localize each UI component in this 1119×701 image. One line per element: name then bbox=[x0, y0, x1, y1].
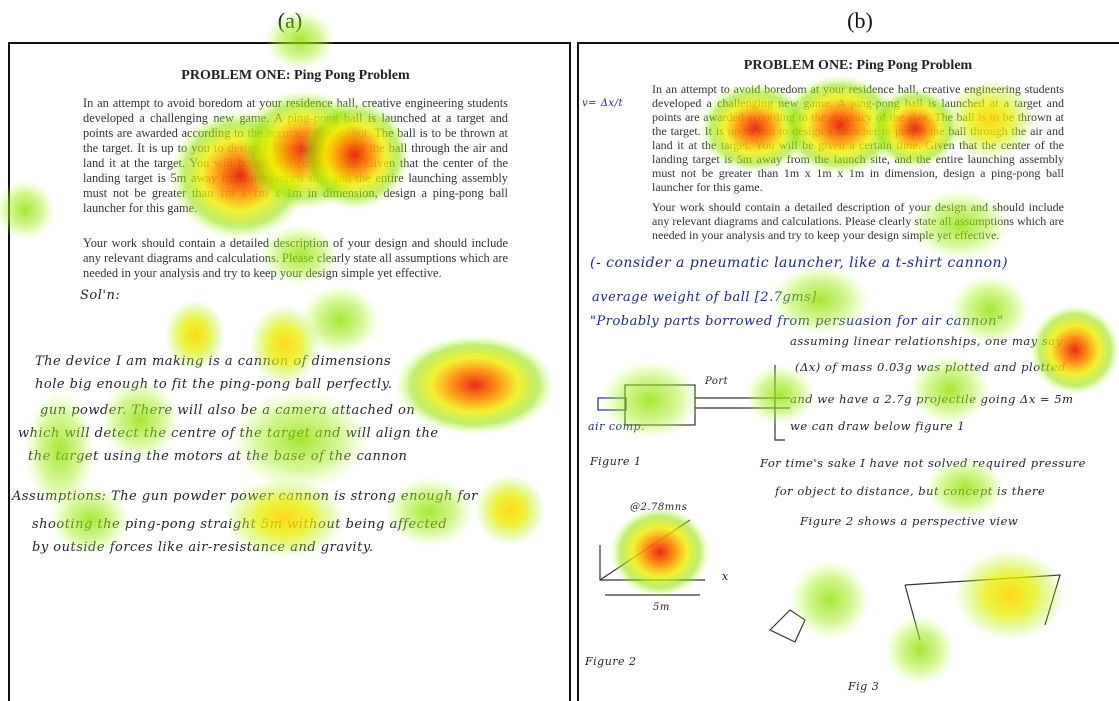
paragraph: Your work should contain a detailed desc… bbox=[83, 236, 508, 281]
handwriting: v= Δx/t bbox=[582, 98, 623, 109]
handwriting: Fig 3 bbox=[848, 680, 879, 693]
handwriting: Figure 1 bbox=[590, 455, 642, 468]
paragraph: In an attempt to avoid boredom at your r… bbox=[652, 82, 1064, 194]
handwriting: we can draw below figure 1 bbox=[790, 419, 965, 433]
handwriting: Figure 2 bbox=[585, 655, 637, 668]
handwriting: hole big enough to fit the ping-pong bal… bbox=[35, 377, 392, 392]
figure: (a) (b) PROBLEM ONE: Ping Pong Problem I… bbox=[0, 0, 1119, 701]
handwriting: The device I am making is a cannon of di… bbox=[35, 354, 391, 369]
handwriting: by outside forces like air-resistance an… bbox=[32, 540, 374, 555]
document-title: PROBLEM ONE: Ping Pong Problem bbox=[83, 68, 508, 84]
document-title: PROBLEM ONE: Ping Pong Problem bbox=[652, 58, 1064, 74]
handwriting: assuming linear relationships, one may s… bbox=[790, 334, 1063, 348]
handwriting: "Probably parts borrowed from persuasion… bbox=[590, 314, 1003, 329]
handwriting: which will detect the centre of the targ… bbox=[18, 426, 439, 441]
handwriting: air comp. bbox=[588, 420, 645, 433]
handwriting: @2.78mns bbox=[630, 502, 687, 513]
handwriting: x bbox=[722, 570, 729, 583]
handwriting: and we have a 2.7g projectile going Δx =… bbox=[790, 392, 1074, 406]
handwriting: gun powder. There will also be a camera … bbox=[40, 403, 415, 418]
handwriting: 5m bbox=[653, 602, 670, 613]
handwriting: the target using the motors at the base … bbox=[28, 449, 407, 464]
panel-label: (b) bbox=[830, 8, 890, 34]
panel-label: (a) bbox=[260, 8, 320, 34]
paragraph: In an attempt to avoid boredom at your r… bbox=[83, 96, 508, 216]
handwriting: (- consider a pneumatic launcher, like a… bbox=[590, 255, 1008, 271]
handwriting: Assumptions: The gun powder power cannon… bbox=[12, 489, 478, 504]
handwriting: average weight of ball [2.7gms] bbox=[592, 290, 817, 305]
handwriting: shooting the ping-pong straight 5m witho… bbox=[32, 517, 447, 532]
handwriting: Figure 2 shows a perspective view bbox=[800, 514, 1018, 528]
paragraph: Your work should contain a detailed desc… bbox=[652, 200, 1064, 242]
handwriting: Port bbox=[705, 376, 728, 387]
handwriting: (Δx) of mass 0.03g was plotted and plott… bbox=[795, 360, 1066, 374]
handwriting: for object to distance, but concept is t… bbox=[775, 484, 1045, 498]
handwriting: Sol'n: bbox=[80, 288, 120, 303]
handwriting: For time's sake I have not solved requir… bbox=[760, 456, 1086, 470]
